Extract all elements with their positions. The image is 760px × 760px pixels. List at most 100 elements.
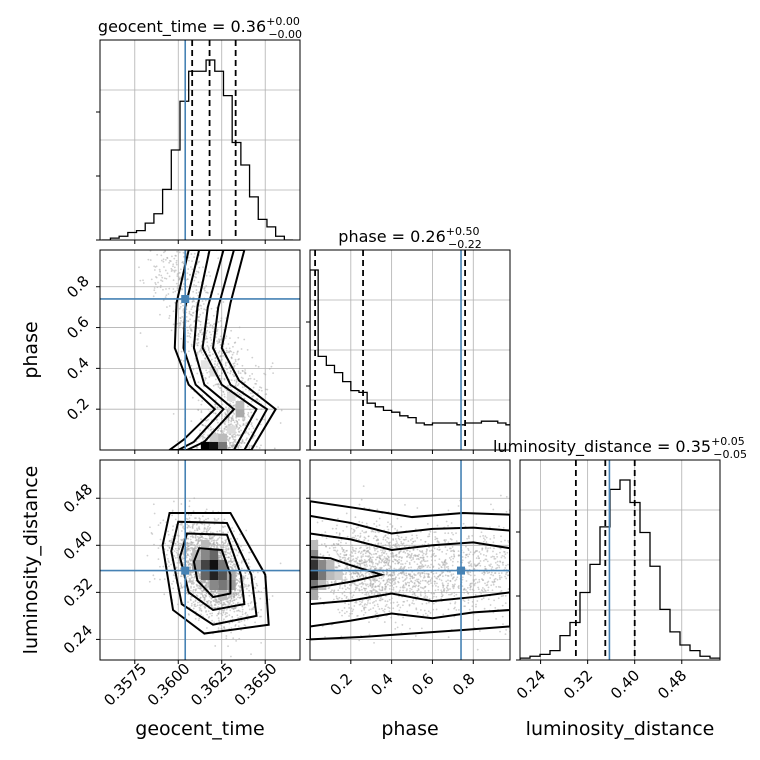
- scatter-point: [435, 595, 438, 598]
- scatter-point: [195, 334, 198, 337]
- scatter-point: [443, 588, 446, 590]
- scatter-point: [240, 442, 243, 445]
- scatter-point: [255, 418, 258, 421]
- scatter-point: [175, 261, 178, 264]
- scatter-point: [189, 578, 192, 581]
- density-cell: [209, 368, 219, 377]
- scatter-point: [210, 344, 212, 347]
- contour-0: [186, 250, 258, 450]
- scatter-point: [250, 423, 253, 426]
- scatter-point: [483, 588, 486, 591]
- scatter-point: [159, 522, 162, 524]
- scatter-point: [159, 313, 161, 316]
- scatter-point: [225, 637, 228, 640]
- scatter-point: [260, 641, 263, 644]
- scatter-point: [210, 428, 213, 431]
- scatter-point: [192, 535, 194, 538]
- scatter-point: [182, 308, 185, 310]
- scatter-point: [190, 574, 193, 577]
- scatter-point: [218, 543, 221, 546]
- scatter-point: [396, 559, 399, 562]
- scatter-point: [451, 583, 454, 586]
- density-cell: [209, 441, 219, 450]
- scatter-point: [199, 429, 202, 432]
- scatter-point: [231, 566, 233, 569]
- scatter-point: [455, 609, 458, 611]
- scatter-point: [341, 556, 344, 559]
- scatter-point: [406, 581, 409, 584]
- scatter-point: [219, 545, 222, 548]
- scatter-point: [217, 293, 220, 295]
- scatter-point: [197, 294, 200, 297]
- scatter-point: [167, 533, 170, 536]
- scatter-point: [236, 554, 239, 557]
- scatter-point: [387, 521, 389, 524]
- scatter-point: [185, 315, 188, 318]
- scatter-point: [363, 580, 366, 582]
- scatter-point: [167, 530, 169, 533]
- scatter-point: [195, 276, 197, 279]
- scatter-point: [223, 430, 225, 432]
- scatter-point: [250, 601, 253, 603]
- truth-marker: [181, 294, 190, 303]
- scatter-point: [468, 584, 471, 587]
- scatter-point: [377, 596, 380, 599]
- scatter-point: [168, 305, 171, 307]
- scatter-point: [462, 599, 465, 601]
- scatter-point: [211, 619, 213, 622]
- scatter-point: [426, 572, 428, 575]
- scatter-point: [260, 615, 262, 618]
- scatter-point: [495, 585, 498, 588]
- scatter-point: [194, 591, 197, 594]
- scatter-point: [260, 408, 263, 411]
- scatter-point: [183, 548, 185, 551]
- scatter-point: [412, 540, 415, 543]
- scatter-point: [493, 556, 496, 558]
- scatter-point: [249, 392, 252, 395]
- scatter-point: [189, 555, 192, 558]
- scatter-point: [198, 604, 201, 606]
- scatter-point: [447, 567, 450, 570]
- scatter-point: [358, 503, 361, 506]
- scatter-point: [366, 602, 369, 604]
- scatter-point: [215, 336, 217, 338]
- scatter-point: [266, 388, 269, 391]
- scatter-point: [189, 598, 192, 601]
- scatter-point: [406, 552, 409, 555]
- scatter-point: [223, 367, 226, 370]
- density-cell: [235, 401, 245, 410]
- scatter-point: [214, 645, 217, 647]
- scatter-point: [205, 291, 207, 294]
- scatter-point: [251, 373, 254, 375]
- scatter-point: [489, 577, 492, 579]
- scatter-point: [237, 617, 240, 619]
- scatter-point: [205, 582, 208, 585]
- scatter-point: [419, 575, 422, 578]
- scatter-point: [205, 369, 208, 372]
- scatter-point: [429, 612, 432, 614]
- scatter-point: [207, 584, 209, 587]
- scatter-point: [208, 537, 211, 540]
- scatter-point: [186, 278, 189, 281]
- scatter-point: [246, 618, 249, 621]
- scatter-point: [180, 523, 183, 526]
- scatter-point: [228, 409, 231, 412]
- scatter-point: [224, 423, 226, 426]
- scatter-point: [243, 397, 246, 400]
- scatter-point: [204, 379, 207, 381]
- title-minus: −0.22: [448, 238, 482, 251]
- scatter-point: [405, 549, 408, 552]
- scatter-point: [232, 351, 235, 354]
- scatter-point: [248, 389, 251, 392]
- scatter-point: [196, 339, 199, 341]
- scatter-point: [225, 548, 227, 551]
- scatter-point: [433, 552, 435, 555]
- scatter-point: [186, 541, 188, 544]
- scatter-point: [231, 593, 234, 595]
- scatter-point: [197, 341, 200, 344]
- scatter-point: [199, 536, 202, 539]
- scatter-point: [467, 599, 470, 602]
- scatter-point: [224, 539, 227, 542]
- scatter-point: [410, 559, 413, 562]
- scatter-point: [243, 624, 246, 626]
